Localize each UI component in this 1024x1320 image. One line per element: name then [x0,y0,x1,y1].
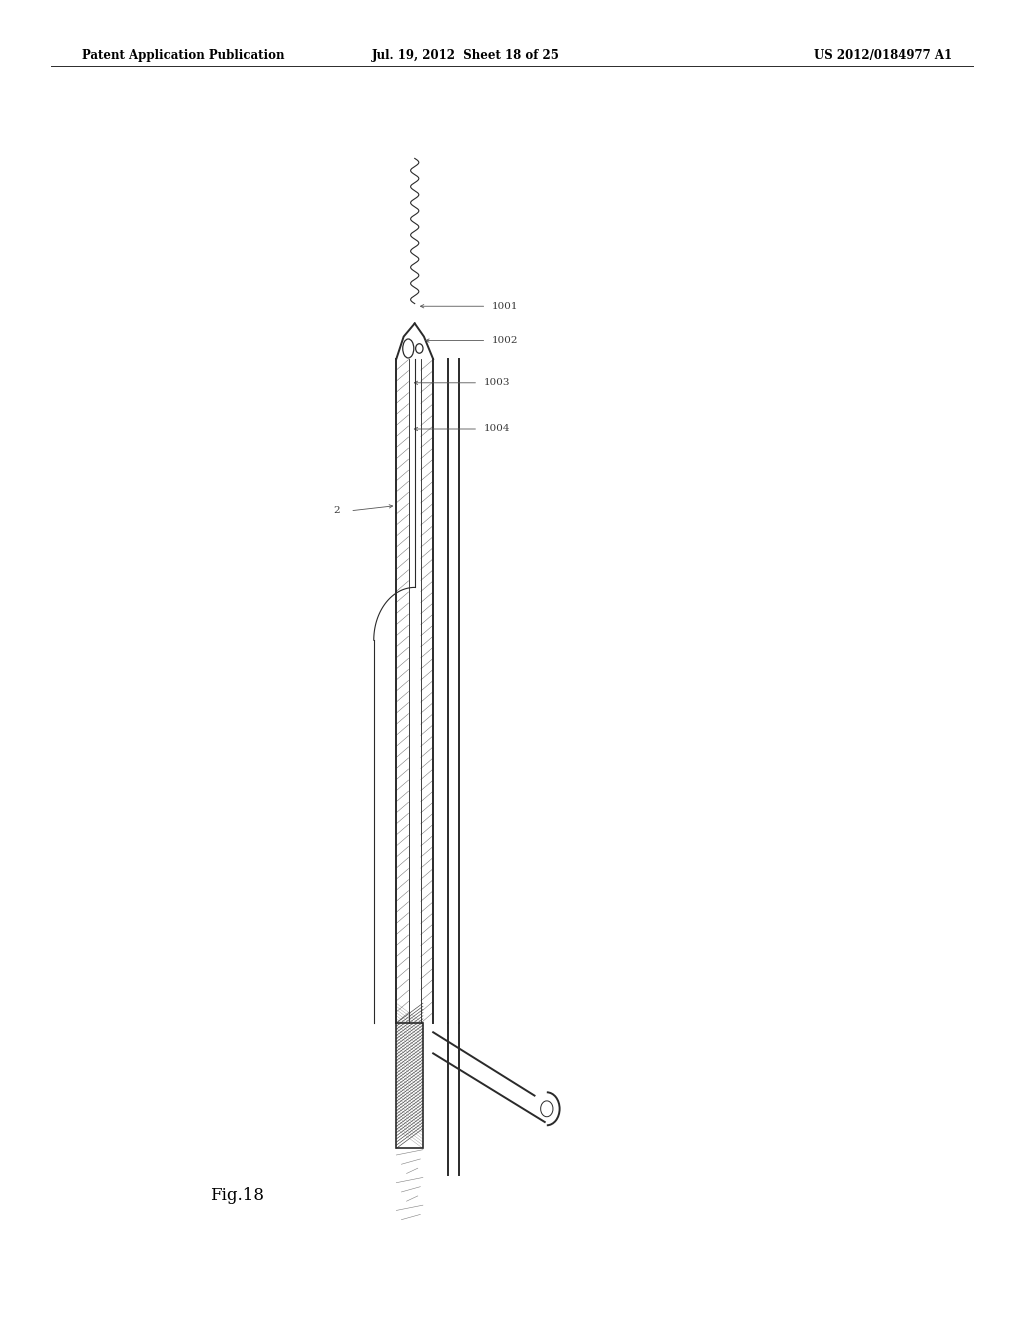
Text: 1004: 1004 [483,425,510,433]
Text: Fig.18: Fig.18 [210,1187,264,1204]
Text: Patent Application Publication: Patent Application Publication [82,49,285,62]
Text: 1001: 1001 [492,302,518,310]
Text: US 2012/0184977 A1: US 2012/0184977 A1 [814,49,952,62]
Text: 1003: 1003 [483,379,510,387]
Text: 2: 2 [334,507,340,515]
Text: 1002: 1002 [492,337,518,345]
Text: Jul. 19, 2012  Sheet 18 of 25: Jul. 19, 2012 Sheet 18 of 25 [372,49,560,62]
